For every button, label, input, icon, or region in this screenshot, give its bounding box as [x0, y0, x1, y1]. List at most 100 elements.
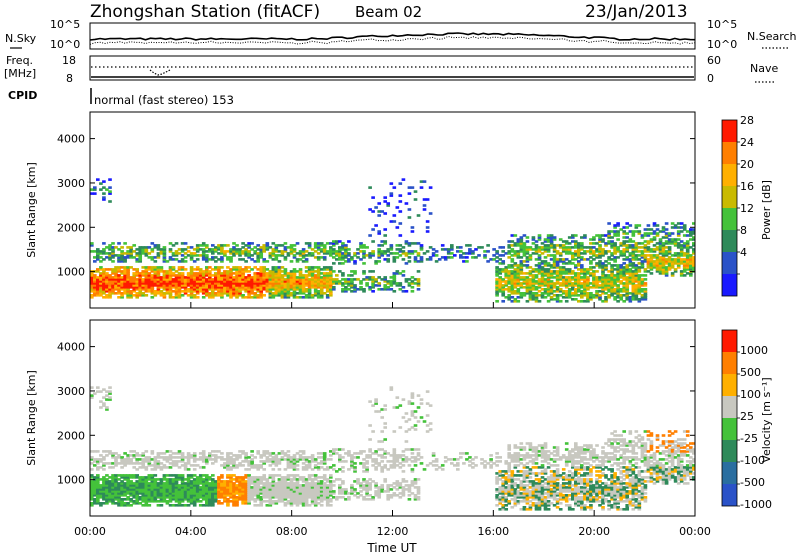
velocity-cell: [108, 398, 112, 401]
velocity-cell: [374, 458, 378, 461]
power-cell: [126, 280, 130, 283]
velocity-cell: [332, 448, 336, 451]
power-cell: [220, 244, 224, 247]
power-cell: [655, 264, 660, 267]
velocity-cell: [150, 498, 155, 501]
power-cell: [189, 246, 194, 249]
power-cell: [268, 284, 273, 287]
velocity-cell: [135, 482, 140, 485]
velocity-cell: [298, 458, 303, 461]
power-cell: [102, 274, 106, 277]
power-cell: [513, 270, 518, 273]
power-cell: [613, 252, 617, 255]
power-cell: [462, 256, 466, 259]
power-cell: [93, 276, 97, 279]
power-cell: [610, 242, 614, 245]
velocity-cell: [247, 502, 251, 505]
power-cell: [431, 248, 436, 251]
velocity-cell: [93, 458, 97, 461]
power-cell: [126, 266, 130, 269]
power-cell: [368, 252, 372, 255]
power-cell: [537, 286, 542, 289]
power-cell: [108, 246, 112, 249]
velocity-cell: [217, 496, 221, 499]
power-cell: [183, 278, 188, 281]
power-cell: [205, 278, 209, 281]
velocity-cell: [123, 498, 127, 501]
power-cell: [613, 296, 617, 299]
power-cell: [211, 268, 215, 271]
velocity-cell: [335, 448, 339, 451]
velocity-cell: [232, 492, 236, 495]
power-cell: [141, 246, 146, 249]
velocity-cell: [96, 474, 100, 477]
power-cell: [601, 268, 605, 271]
power-cell: [601, 290, 605, 293]
power-cell: [235, 286, 239, 289]
velocity-cell: [102, 478, 106, 481]
power-cell: [307, 296, 312, 299]
power-cell: [619, 298, 624, 301]
power-cell: [522, 276, 527, 279]
velocity-cell: [262, 474, 267, 477]
power-cell: [652, 254, 657, 257]
velocity-cell: [211, 458, 215, 461]
velocity-cell: [168, 492, 173, 495]
power-cell: [616, 238, 620, 241]
velocity-cell: [256, 476, 261, 479]
power-cell: [208, 284, 212, 287]
power-cell: [238, 248, 242, 251]
power-cell: [102, 290, 106, 293]
power-cell: [640, 260, 645, 263]
power-cell: [655, 254, 660, 257]
power-cell: [540, 262, 545, 265]
velocity-cell: [229, 452, 233, 455]
power-cell: [622, 276, 627, 279]
power-cell: [392, 260, 397, 263]
velocity-cell: [253, 500, 258, 503]
velocity-cell: [165, 450, 170, 453]
power-cell: [229, 276, 233, 279]
power-cell: [186, 282, 191, 285]
power-cell: [583, 294, 587, 297]
power-cell: [359, 250, 363, 253]
velocity-cell: [162, 474, 167, 477]
power-cell: [679, 272, 684, 275]
velocity-cell: [105, 500, 109, 503]
velocity-cell: [195, 484, 200, 487]
power-cell: [637, 230, 642, 233]
power-cell: [108, 294, 112, 297]
power-cell: [205, 258, 209, 261]
power-cell: [150, 270, 155, 273]
velocity-cell: [114, 502, 118, 505]
power-cell: [304, 258, 309, 261]
power-cell: [171, 244, 176, 247]
power-cell: [592, 258, 596, 261]
power-cell: [99, 182, 103, 185]
velocity-cell: [183, 486, 188, 489]
velocity-cell: [359, 484, 363, 487]
power-cell: [168, 290, 173, 293]
power-cell: [525, 248, 530, 251]
power-cell: [574, 290, 578, 293]
power-cell: [404, 254, 409, 257]
power-cell: [268, 280, 273, 283]
velocity-cell: [214, 490, 218, 493]
power-cell: [120, 276, 124, 279]
power-cell: [507, 276, 512, 279]
velocity-cell: [156, 454, 161, 457]
velocity-cell: [165, 460, 170, 463]
power-cell: [558, 258, 563, 261]
power-cell: [310, 274, 315, 277]
velocity-cell: [289, 492, 294, 495]
velocity-cell: [277, 484, 282, 487]
velocity-cell: [195, 482, 200, 485]
power-cell: [96, 258, 100, 261]
velocity-cell: [108, 482, 112, 485]
power-cell: [138, 282, 143, 285]
velocity-cell: [329, 454, 333, 457]
power-cell: [655, 246, 660, 249]
power-cell: [256, 274, 261, 277]
power-cell: [350, 282, 354, 285]
